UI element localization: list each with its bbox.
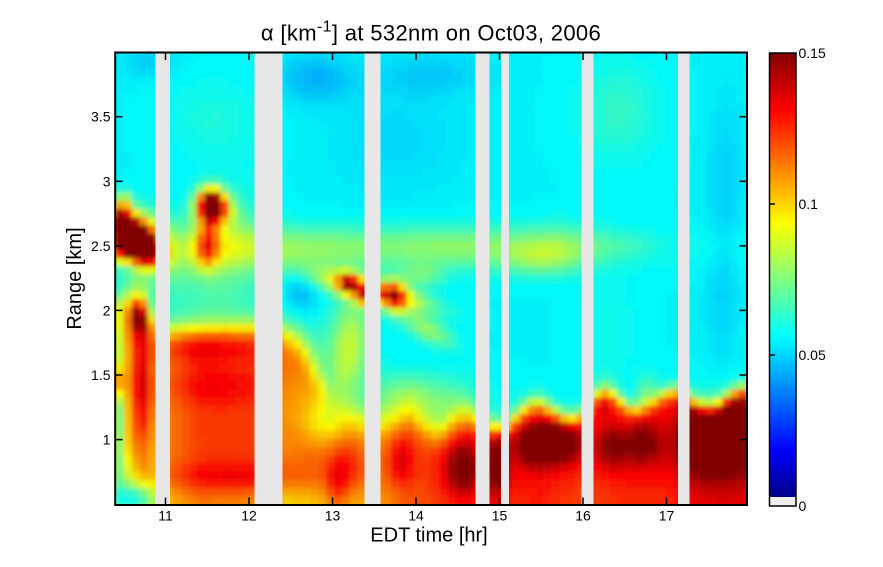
svg-text:EDT time [hr]: EDT time [hr] bbox=[370, 525, 487, 547]
svg-text:13: 13 bbox=[325, 507, 341, 523]
svg-text:0.05: 0.05 bbox=[799, 347, 826, 363]
svg-text:0: 0 bbox=[799, 498, 807, 514]
svg-text:11: 11 bbox=[158, 507, 173, 523]
svg-text:14: 14 bbox=[408, 507, 424, 523]
svg-text:17: 17 bbox=[659, 507, 675, 523]
svg-text:0.1: 0.1 bbox=[799, 196, 819, 212]
svg-text:2: 2 bbox=[103, 302, 111, 318]
svg-text:3.5: 3.5 bbox=[91, 109, 111, 125]
svg-text:3: 3 bbox=[103, 173, 111, 189]
svg-text:1.5: 1.5 bbox=[91, 367, 111, 383]
svg-text:1: 1 bbox=[103, 432, 111, 448]
svg-text:0.15: 0.15 bbox=[799, 45, 826, 61]
svg-text:Range [km]: Range [km] bbox=[64, 227, 86, 329]
svg-text:15: 15 bbox=[492, 507, 508, 523]
svg-text:α [km-1] at 532nm on Oct03, 20: α [km-1] at 532nm on Oct03, 2006 bbox=[261, 19, 601, 46]
svg-text:2.5: 2.5 bbox=[91, 238, 111, 254]
svg-text:16: 16 bbox=[575, 507, 591, 523]
svg-text:12: 12 bbox=[241, 507, 257, 523]
